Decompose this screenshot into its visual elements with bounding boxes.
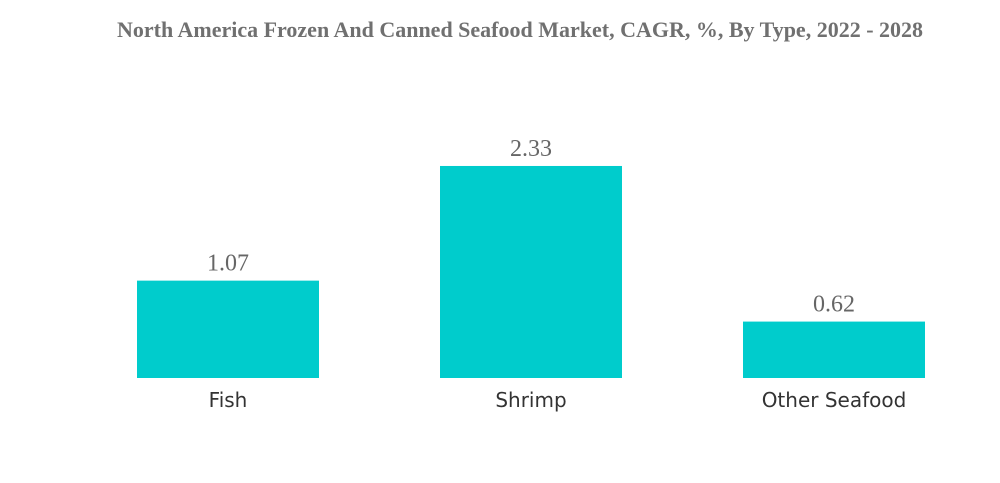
bar-shrimp	[440, 165, 622, 378]
category-label: Other Seafood	[762, 388, 907, 412]
value-labels-layer: 1.07 2.33 0.62	[207, 136, 855, 318]
category-labels-layer: Fish Shrimp Other Seafood	[209, 388, 907, 412]
bars-layer	[137, 165, 925, 378]
value-label: 1.07	[207, 251, 249, 277]
bar-fish	[137, 280, 319, 378]
category-label: Fish	[209, 388, 248, 412]
category-label: Shrimp	[495, 388, 566, 412]
value-label: 2.33	[510, 136, 552, 162]
bar-other-seafood	[743, 321, 925, 378]
chart-title: North America Frozen And Canned Seafood …	[116, 17, 924, 42]
value-label: 0.62	[813, 292, 855, 318]
